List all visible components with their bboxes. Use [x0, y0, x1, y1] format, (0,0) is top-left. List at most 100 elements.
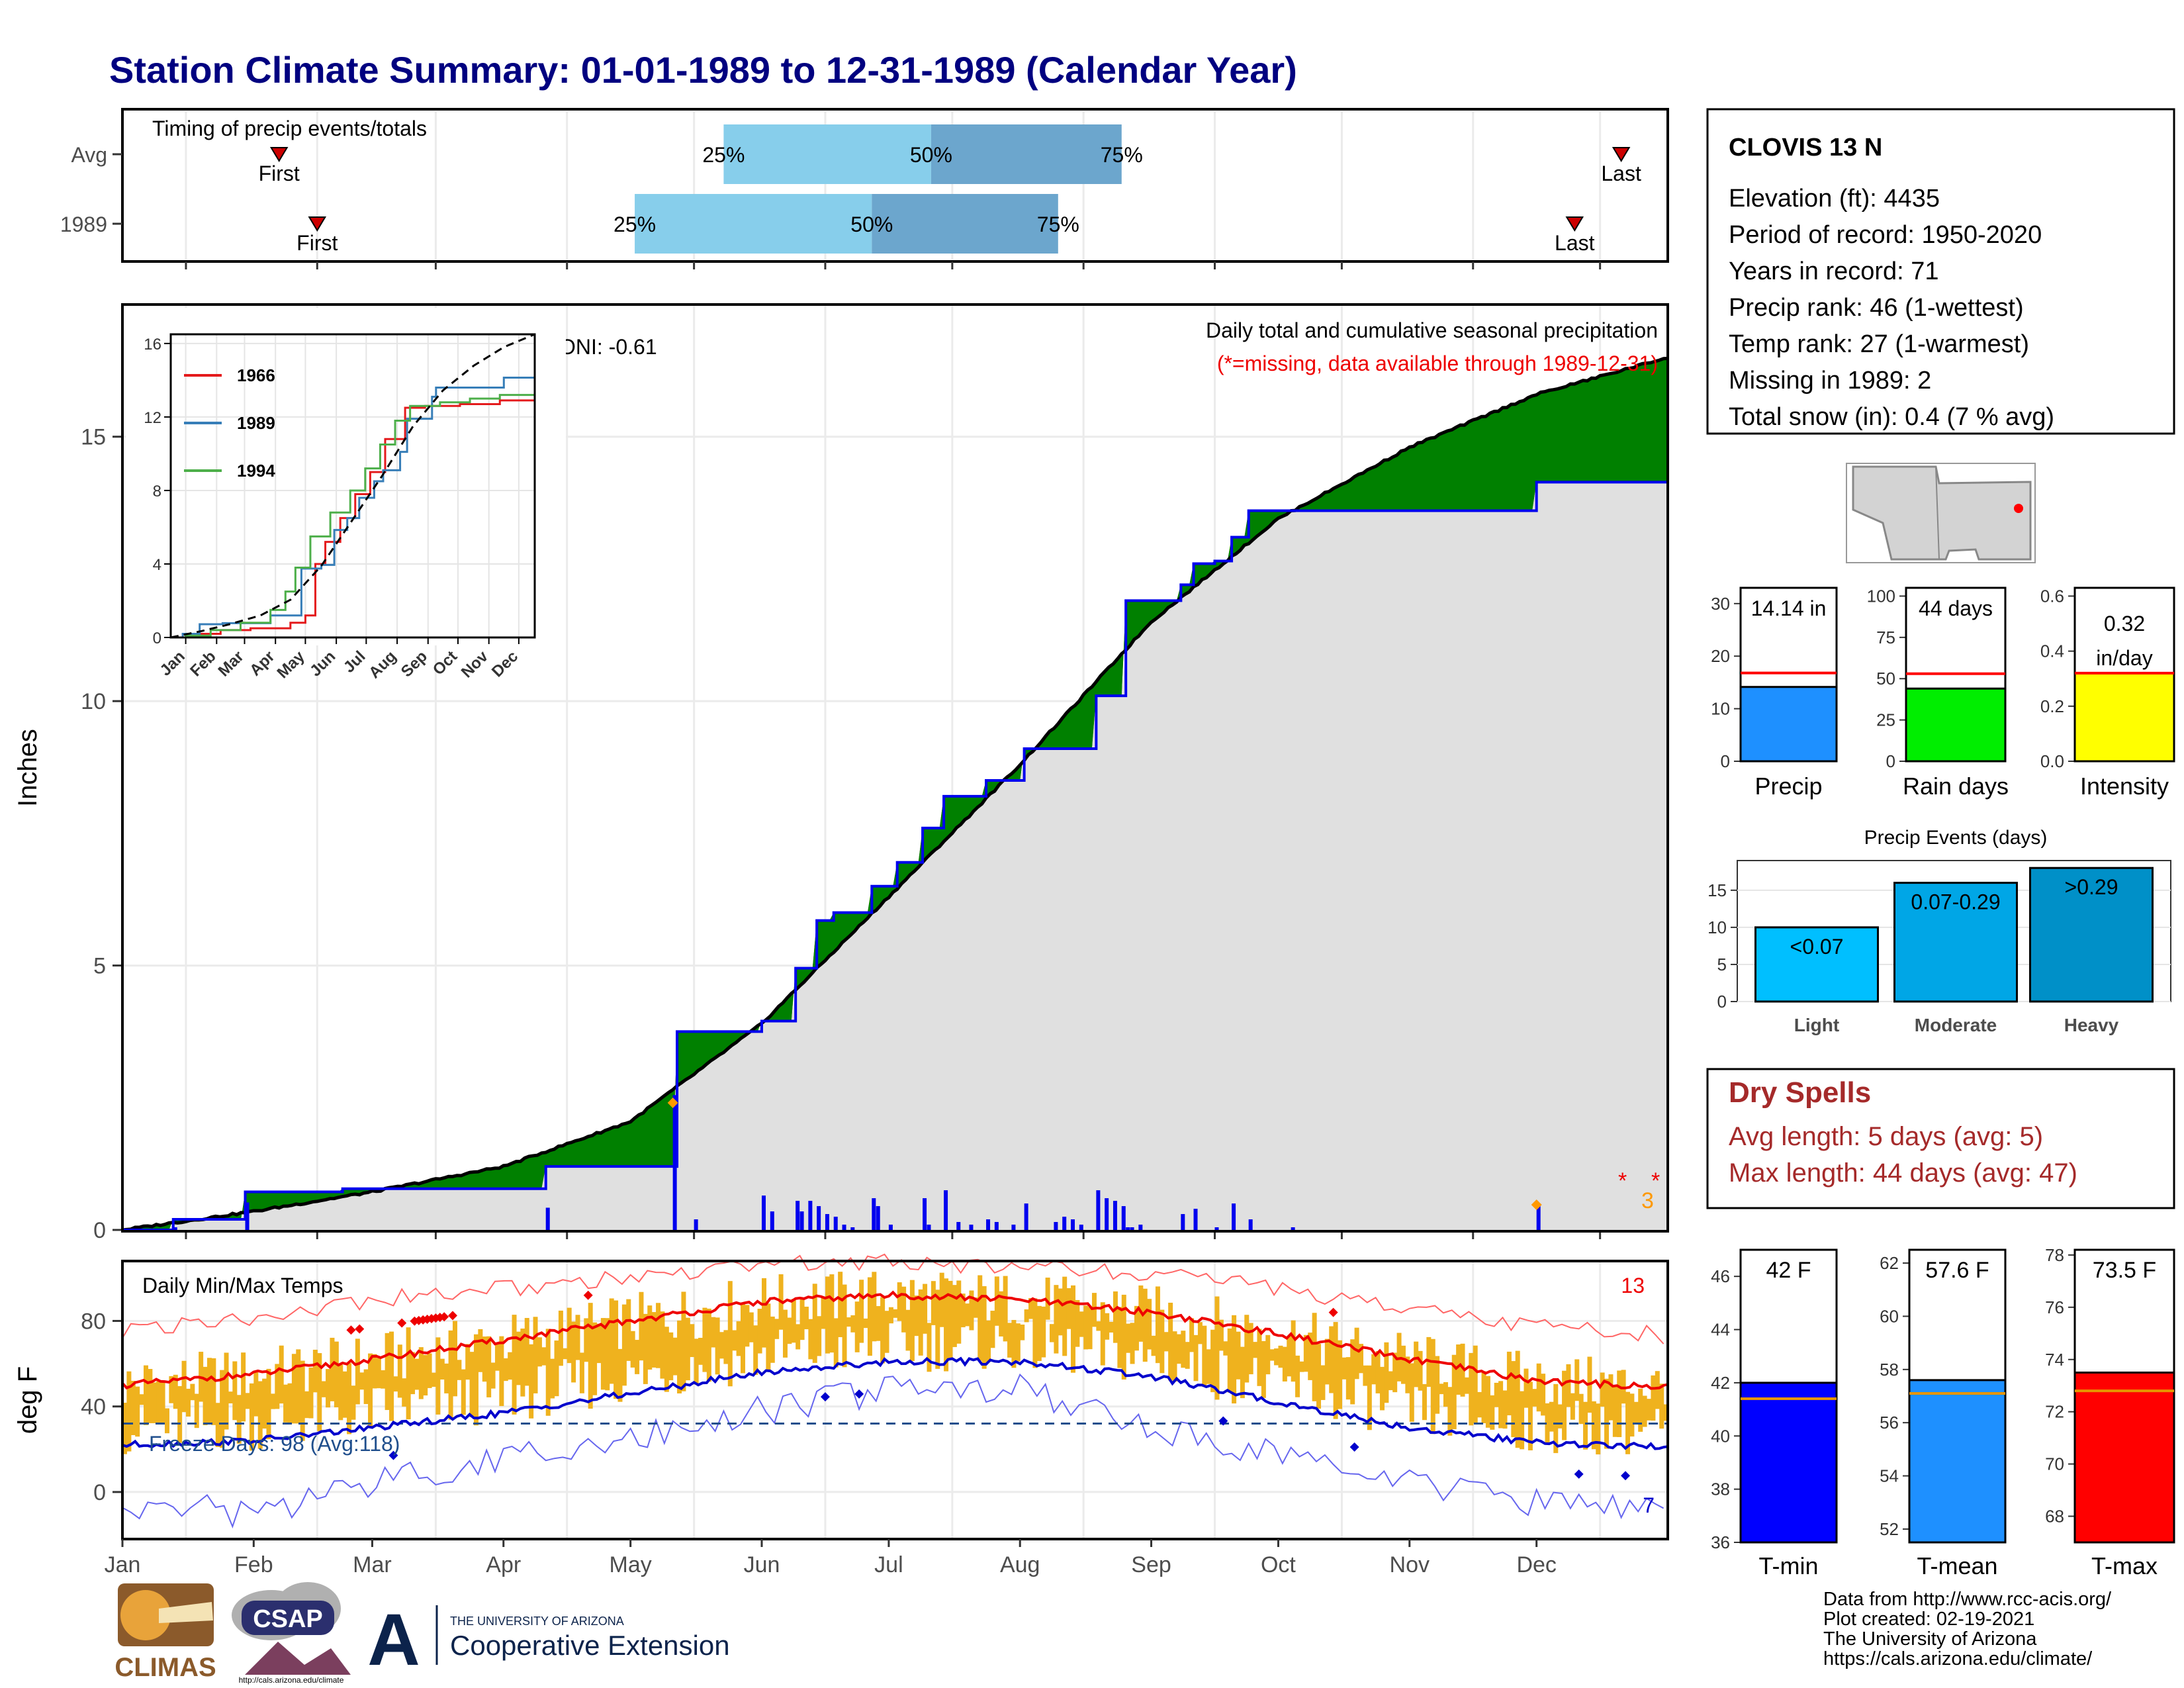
metric-y-tick-label: 58	[1880, 1360, 1899, 1380]
inset-y-tick-label: 12	[144, 409, 161, 427]
daily-temp-bar	[1363, 1365, 1368, 1386]
record-low-marker	[1574, 1469, 1584, 1479]
daily-temp-bar	[829, 1274, 835, 1353]
daily-temp-bar	[1185, 1342, 1190, 1369]
csap-logo: CSAP http://cals.arizona.edu/climate	[232, 1582, 351, 1685]
avg-max-line	[121, 1290, 1668, 1390]
daily-temp-bar	[270, 1393, 275, 1409]
daily-temp-bar	[630, 1331, 635, 1368]
record-high-marker	[397, 1318, 407, 1328]
daily-temp-bar	[372, 1354, 377, 1389]
daily-temp-bar	[1130, 1323, 1135, 1364]
inset-series-line	[171, 391, 536, 639]
month-label: Nov	[1390, 1552, 1430, 1577]
inset-frame	[169, 333, 536, 639]
daily-temp-bar	[643, 1313, 648, 1384]
daily-temp-bar	[1345, 1357, 1351, 1400]
daily-temp-bar	[571, 1321, 576, 1383]
daily-precip-bar	[1214, 1227, 1219, 1230]
climas-logo: CLIMAS	[114, 1583, 216, 1682]
station-detail-line: Temp rank: 27 (1-warmest)	[1729, 330, 2029, 358]
daily-temp-bar	[952, 1285, 957, 1347]
daily-temp-bar	[838, 1272, 843, 1337]
daily-temp-bar	[1629, 1393, 1635, 1437]
daily-temp-bar	[1400, 1345, 1406, 1384]
inset-y-tick-label: 16	[144, 336, 161, 353]
daily-temp-bar	[1447, 1387, 1453, 1436]
inset-y-tick-label: 0	[153, 630, 161, 647]
daily-temp-bar	[457, 1360, 462, 1380]
timing-bar-50-75	[931, 124, 1122, 184]
daily-temp-bar	[1498, 1381, 1504, 1429]
daily-temp-bar	[1202, 1325, 1207, 1387]
precip-y-tick-label: 15	[81, 425, 106, 450]
inset-legend-label: 1994	[237, 461, 275, 481]
daily-temp-bar	[135, 1386, 140, 1437]
daily-temp-bar	[1070, 1285, 1075, 1373]
daily-temp-bar	[1633, 1401, 1639, 1425]
daily-temp-bar	[1232, 1315, 1237, 1404]
events-y-tick-label: 15	[1707, 880, 1727, 900]
daily-temp-bar	[1578, 1393, 1584, 1425]
events-bar-label: 0.07-0.29	[1911, 890, 2000, 914]
daily-temp-bar	[1570, 1393, 1575, 1420]
timing-row-label: 1989	[60, 212, 107, 236]
metric-y-tick-label: 0.0	[2040, 751, 2064, 771]
daily-temp-bar	[1121, 1294, 1126, 1380]
timing-marker	[308, 216, 327, 232]
daily-temp-bar	[1320, 1365, 1326, 1400]
daily-precip-bar	[799, 1211, 804, 1230]
daily-temp-bar	[931, 1281, 936, 1325]
events-bar-label: <0.07	[1790, 935, 1844, 959]
daily-temp-bar	[605, 1318, 610, 1391]
timing-quantile-label: 50%	[910, 143, 952, 167]
daily-precip-bar	[1232, 1203, 1236, 1230]
daily-temp-bar	[1299, 1361, 1304, 1372]
timing-quantile-label: 25%	[702, 143, 745, 167]
daily-temp-bar	[1126, 1323, 1131, 1353]
daily-temp-bar	[1011, 1320, 1017, 1368]
timing-marker-label: Last	[1601, 162, 1641, 185]
daily-temp-bar	[774, 1319, 780, 1339]
daily-temp-bar	[1456, 1344, 1461, 1395]
daily-temp-bar	[122, 1403, 127, 1454]
daily-temp-bar	[1485, 1376, 1490, 1428]
temp-y-tick-label: 80	[81, 1309, 106, 1334]
daily-temp-bar	[1176, 1334, 1181, 1364]
daily-temp-bar	[905, 1309, 911, 1351]
timing-quantile-label: 75%	[1037, 212, 1079, 236]
month-label: Dec	[1516, 1552, 1556, 1577]
csap-url: http://cals.arizona.edu/climate	[239, 1675, 344, 1685]
month-label: Sep	[1131, 1552, 1171, 1577]
metric-value-bar	[2073, 1371, 2175, 1544]
temp-ylabel: deg F	[13, 1366, 42, 1434]
timing-bar-50-75	[872, 194, 1058, 254]
daily-temp-bar	[1557, 1404, 1563, 1429]
daily-temp-bar	[986, 1320, 991, 1362]
daily-temp-bar	[1435, 1356, 1440, 1414]
daily-temp-bar	[897, 1282, 902, 1321]
daily-precip-bar	[245, 1202, 250, 1230]
timing-quantile-label: 25%	[614, 212, 656, 236]
daily-precip-bar	[770, 1211, 774, 1230]
record-low-marker	[1621, 1471, 1631, 1481]
events-category-label: Heavy	[2064, 1015, 2119, 1035]
daily-temp-bar	[1308, 1333, 1313, 1380]
daily-precip-bar	[1113, 1201, 1117, 1230]
daily-temp-bar	[880, 1297, 886, 1364]
metric-y-tick-label: 10	[1711, 699, 1730, 719]
daily-temp-bar	[609, 1298, 614, 1384]
daily-precip-bar	[545, 1207, 550, 1230]
daily-temp-bar	[782, 1309, 788, 1358]
precip-ylabel: Inches	[13, 729, 42, 807]
daily-temp-bar	[1583, 1401, 1588, 1450]
ua-logo: A THE UNIVERSITY OF ARIZONA Cooperative …	[364, 1599, 730, 1681]
daily-temp-bar	[1409, 1363, 1414, 1422]
daily-temp-bar	[1024, 1309, 1029, 1323]
daily-temp-bar	[241, 1352, 246, 1422]
station-location-dot	[2014, 504, 2023, 513]
daily-temp-bar	[1269, 1349, 1275, 1361]
daily-temp-bar	[389, 1331, 394, 1421]
metric-y-tick-label: 30	[1711, 594, 1730, 614]
record-high-marker	[346, 1325, 356, 1335]
